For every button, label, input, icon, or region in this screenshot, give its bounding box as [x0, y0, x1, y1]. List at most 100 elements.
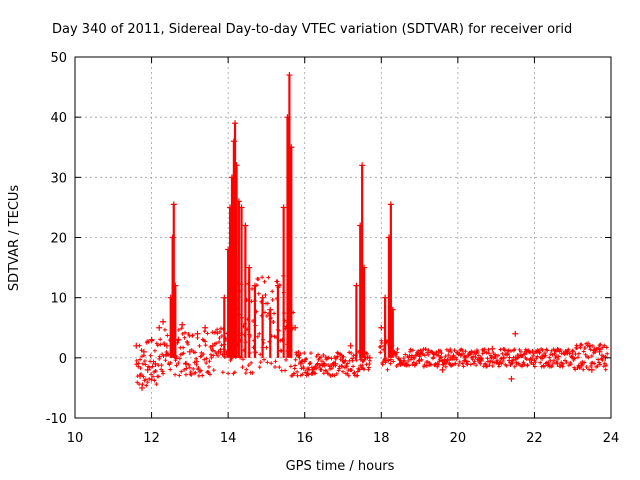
- band-marker: [219, 343, 224, 348]
- band-marker: [148, 353, 153, 358]
- band-marker: [334, 371, 339, 376]
- band-marker: [240, 357, 245, 362]
- band-marker: [604, 363, 609, 368]
- x-tick-label: 14: [220, 431, 237, 446]
- data-point: [156, 324, 163, 331]
- band-marker: [284, 357, 289, 362]
- band-marker: [575, 346, 580, 351]
- band-marker: [318, 355, 323, 360]
- band-marker: [485, 364, 490, 369]
- band-marker: [303, 370, 308, 375]
- band-marker: [273, 359, 278, 364]
- band-marker: [161, 354, 166, 359]
- data-point: [378, 324, 385, 331]
- band-marker: [250, 370, 255, 375]
- data-point: [148, 336, 155, 343]
- band-marker: [436, 362, 441, 367]
- band-marker: [264, 314, 269, 319]
- band-marker: [214, 341, 219, 346]
- band-marker: [144, 383, 149, 388]
- band-marker: [595, 364, 600, 369]
- data-point: [340, 357, 346, 364]
- band-marker: [507, 355, 512, 360]
- band-marker: [604, 345, 609, 350]
- band-marker: [497, 364, 502, 369]
- band-marker: [190, 333, 195, 338]
- band-marker: [504, 363, 509, 368]
- band-marker: [508, 349, 513, 354]
- band-marker: [177, 373, 182, 378]
- band-marker: [531, 362, 536, 367]
- band-marker: [304, 356, 309, 361]
- band-marker: [500, 351, 505, 356]
- band-marker: [246, 363, 251, 368]
- band-marker: [516, 355, 521, 360]
- data-point: [133, 342, 140, 349]
- band-marker: [588, 347, 593, 352]
- data-point: [288, 144, 295, 151]
- band-marker: [152, 378, 157, 383]
- data-point: [500, 354, 507, 361]
- band-marker: [315, 361, 320, 366]
- band-marker: [355, 373, 360, 378]
- band-marker: [313, 371, 318, 376]
- band-marker: [378, 344, 383, 349]
- band-marker: [457, 359, 462, 364]
- band-marker: [138, 366, 143, 371]
- axis-ticks: 10 12 14 16 18 20 22 24 -10 0 10 20 30 40 50: [46, 51, 620, 446]
- band-marker: [354, 358, 359, 363]
- band-marker: [550, 364, 555, 369]
- band-marker: [207, 364, 211, 369]
- band-marker: [482, 347, 487, 352]
- band-marker: [519, 349, 524, 354]
- band-marker: [351, 364, 356, 369]
- band-marker: [426, 352, 431, 357]
- band-marker: [395, 350, 400, 355]
- band-marker: [266, 275, 271, 280]
- band-marker: [552, 351, 557, 356]
- data-point: [389, 306, 396, 313]
- band-marker: [283, 368, 288, 373]
- band-marker: [195, 359, 200, 364]
- band-marker: [424, 363, 429, 368]
- band-marker: [596, 346, 601, 351]
- band-marker: [597, 362, 602, 367]
- data-point: [462, 354, 469, 361]
- band-marker: [308, 361, 313, 366]
- band-marker: [454, 357, 459, 362]
- data-point: [539, 354, 546, 361]
- band-marker: [512, 347, 517, 352]
- y-tick-label: 0: [59, 352, 67, 367]
- band-marker: [449, 349, 454, 354]
- band-marker: [317, 365, 322, 370]
- band-marker: [270, 289, 275, 294]
- band-marker: [185, 342, 190, 347]
- band-marker: [211, 368, 216, 373]
- band-marker: [556, 354, 561, 359]
- band-marker: [548, 352, 553, 357]
- data-point: [217, 348, 224, 355]
- band-marker: [531, 351, 536, 356]
- band-marker: [345, 371, 350, 376]
- band-marker: [605, 351, 610, 356]
- band-marker: [486, 351, 491, 356]
- band-marker: [319, 367, 324, 372]
- band-marker: [430, 350, 435, 355]
- y-tick-label: 20: [50, 232, 67, 247]
- data-point: [183, 360, 190, 367]
- band-marker: [429, 362, 434, 367]
- band-marker: [184, 366, 189, 371]
- data-point: [194, 330, 201, 337]
- band-marker: [456, 363, 461, 368]
- band-marker: [362, 367, 367, 372]
- band-marker: [543, 353, 548, 358]
- band-marker: [439, 355, 444, 360]
- band-marker: [156, 374, 161, 379]
- data-point: [160, 318, 167, 325]
- data-point: [512, 330, 519, 337]
- band-marker: [576, 351, 581, 356]
- data-point: [569, 348, 576, 355]
- band-marker: [321, 353, 326, 358]
- band-marker: [584, 365, 589, 370]
